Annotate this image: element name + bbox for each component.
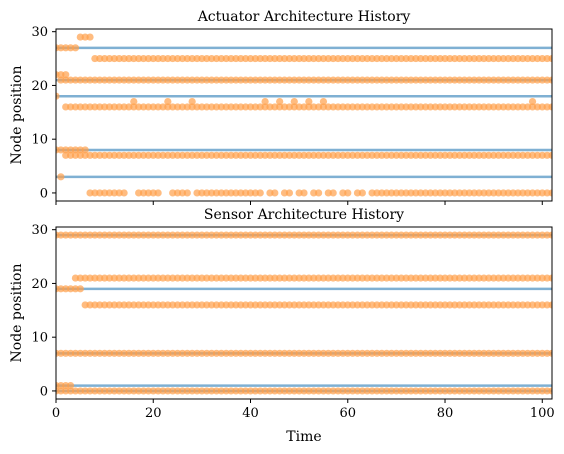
chart-title: Actuator Architecture History bbox=[197, 9, 411, 25]
y-axis-label: Node position bbox=[9, 264, 25, 363]
data-point bbox=[548, 76, 552, 84]
data-point bbox=[548, 54, 552, 63]
chart-title: Sensor Architecture History bbox=[204, 207, 404, 223]
data-point bbox=[56, 92, 60, 100]
data-point bbox=[548, 274, 552, 282]
data-point bbox=[86, 33, 94, 41]
x-tick-label: 20 bbox=[145, 406, 162, 421]
axes-frame bbox=[55, 226, 553, 400]
data-point bbox=[71, 44, 80, 52]
data-point bbox=[164, 97, 172, 106]
data-point bbox=[548, 301, 552, 309]
data-point bbox=[344, 189, 352, 197]
data-point bbox=[305, 97, 313, 106]
actuator-panel: Actuator Architecture History 0 10 20 30 Node… bbox=[9, 9, 553, 205]
data-point bbox=[300, 189, 308, 197]
data-point bbox=[76, 285, 84, 293]
x-tick-label: 100 bbox=[530, 406, 555, 421]
y-tick-label: 0 bbox=[40, 186, 48, 201]
data-point bbox=[256, 189, 264, 197]
data-point bbox=[548, 189, 552, 197]
y-tick-label: 30 bbox=[31, 223, 48, 238]
data-point bbox=[548, 387, 552, 395]
data-point bbox=[314, 189, 323, 197]
x-tick-label: 80 bbox=[437, 406, 454, 421]
data-point bbox=[130, 97, 138, 106]
y-axis-label: Node position bbox=[9, 66, 25, 165]
data-point bbox=[319, 97, 328, 106]
sensor-panel: Sensor Architecture History 0 20 40 60 80 100 0… bbox=[9, 207, 555, 445]
plot-area bbox=[56, 33, 552, 197]
x-tick-label: 40 bbox=[242, 406, 259, 421]
data-point bbox=[329, 189, 337, 197]
y-tick-label: 20 bbox=[31, 277, 48, 292]
data-point bbox=[548, 103, 552, 111]
x-tick-label: 0 bbox=[52, 406, 60, 421]
x-tick-label: 60 bbox=[339, 406, 356, 421]
x-axis-label: Time bbox=[286, 429, 321, 445]
axes-frame bbox=[55, 28, 553, 202]
y-tick-label: 10 bbox=[31, 331, 48, 346]
y-tick-label: 30 bbox=[31, 25, 48, 40]
data-point bbox=[271, 189, 279, 197]
y-tick-label: 0 bbox=[40, 384, 48, 399]
data-point bbox=[548, 231, 552, 239]
plot-area bbox=[56, 231, 552, 395]
y-tick-label: 20 bbox=[31, 79, 48, 94]
data-point bbox=[81, 146, 89, 154]
data-point bbox=[290, 97, 298, 106]
data-point bbox=[285, 189, 294, 197]
data-point bbox=[276, 97, 284, 106]
data-point bbox=[548, 151, 552, 159]
data-point bbox=[62, 71, 70, 79]
data-point bbox=[528, 97, 537, 106]
data-point bbox=[120, 189, 128, 197]
data-point bbox=[154, 189, 162, 197]
data-point bbox=[188, 97, 196, 106]
data-point bbox=[358, 189, 366, 197]
data-point bbox=[57, 173, 65, 181]
data-point bbox=[548, 349, 552, 357]
data-point bbox=[66, 381, 75, 390]
data-point bbox=[183, 189, 191, 197]
y-tick-label: 10 bbox=[31, 133, 48, 148]
data-point bbox=[261, 97, 269, 106]
